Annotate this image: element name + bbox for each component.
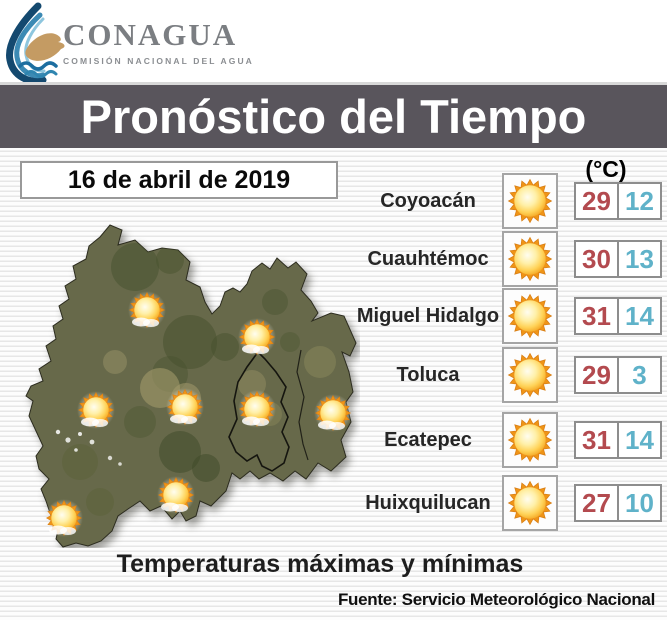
forecast-row: Coyoacán 29 12 bbox=[0, 173, 667, 229]
max-temp: 27 bbox=[582, 487, 611, 518]
region-map bbox=[25, 224, 357, 548]
temperature-pair: 29 12 bbox=[574, 182, 662, 220]
forecast-row: Toluca 29 3 bbox=[0, 347, 667, 403]
city-label: Toluca bbox=[396, 363, 460, 386]
date-box: 16 de abril de 2019 bbox=[20, 161, 338, 199]
min-temp: 14 bbox=[617, 299, 660, 333]
city-label: Cuauhtémoc bbox=[367, 247, 489, 270]
sun-icon bbox=[508, 237, 552, 281]
bottom-caption: Temperaturas máximas y mínimas bbox=[116, 550, 524, 578]
temperature-pair: 29 3 bbox=[574, 356, 662, 394]
map-sun-icons bbox=[45, 291, 352, 537]
min-temp: 14 bbox=[617, 423, 660, 457]
weather-icon-box bbox=[502, 475, 558, 531]
sun-icon bbox=[508, 294, 552, 338]
max-temp: 30 bbox=[582, 243, 611, 274]
conagua-logo-icon bbox=[6, 2, 65, 82]
temperature-pair: 31 14 bbox=[574, 297, 662, 335]
weather-icon-box bbox=[502, 231, 558, 287]
forecast-row: Huixquilucan 27 10 bbox=[0, 475, 667, 531]
unit-label: (°C) bbox=[585, 156, 627, 182]
max-temp: 31 bbox=[582, 300, 611, 331]
max-temp: 31 bbox=[582, 424, 611, 455]
forecast-row: Cuauhtémoc 30 13 bbox=[0, 231, 667, 287]
temperature-pair: 31 14 bbox=[574, 421, 662, 459]
title-bar: Pronóstico del Tiempo bbox=[0, 82, 667, 148]
min-temp: 12 bbox=[617, 184, 660, 218]
city-label: Coyoacán bbox=[380, 189, 476, 212]
cdmx-boundary bbox=[228, 350, 290, 472]
city-label: Huixquilucan bbox=[365, 491, 491, 514]
temperature-pair: 27 10 bbox=[574, 484, 662, 522]
city-label: Miguel Hidalgo bbox=[356, 304, 500, 327]
city-label: Ecatepec bbox=[384, 428, 472, 451]
weather-icon-box bbox=[502, 288, 558, 344]
forecast-row: Ecatepec 31 14 bbox=[0, 412, 667, 468]
logo-subtitle: COMISIÓN NACIONAL DEL AGUA bbox=[63, 56, 254, 66]
source-credit: Fuente: Servicio Meteorológico Nacional bbox=[337, 590, 655, 609]
logo-title: CONAGUA bbox=[63, 17, 238, 52]
weather-icon-box bbox=[502, 347, 558, 403]
min-temp: 3 bbox=[617, 358, 660, 392]
max-temp: 29 bbox=[582, 185, 611, 216]
max-temp: 29 bbox=[582, 359, 611, 390]
sun-icon bbox=[508, 353, 552, 397]
date-label: 16 de abril de 2019 bbox=[67, 165, 291, 194]
sun-icon bbox=[508, 481, 552, 525]
east-boundary bbox=[296, 349, 309, 461]
weather-icon-box bbox=[502, 412, 558, 468]
temperature-pair: 30 13 bbox=[574, 240, 662, 278]
weather-icon-box bbox=[502, 173, 558, 229]
logo-text: CONAGUA COMISIÓN NACIONAL DEL AGUA bbox=[63, 17, 254, 66]
min-temp: 13 bbox=[617, 242, 660, 276]
header: CONAGUA COMISIÓN NACIONAL DEL AGUA bbox=[0, 0, 667, 82]
min-temp: 10 bbox=[617, 486, 660, 520]
sun-icon bbox=[508, 418, 552, 462]
page-title: Pronóstico del Tiempo bbox=[80, 90, 587, 143]
sun-icon bbox=[508, 179, 552, 223]
forecast-row: Miguel Hidalgo 31 14 bbox=[0, 288, 667, 344]
